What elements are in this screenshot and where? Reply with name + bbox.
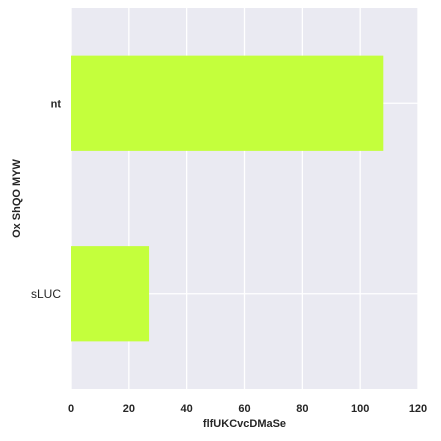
x-tick-label: 40 [181,403,193,415]
bar-sLUC [71,246,150,342]
bar-nt [71,55,384,151]
x-tick-label: 60 [238,403,250,415]
y-axis-label: Ox ShQO MYW [11,158,23,237]
x-axis-label: flfUKCvcDMaSe [203,418,286,430]
bars [71,55,384,342]
y-tick-label: nt [51,98,62,110]
x-tick-label: 0 [68,403,74,415]
y-tick-labels: nt sLUC [31,98,61,301]
x-tick-label: 80 [296,403,308,415]
x-tick-label: 120 [409,403,427,415]
x-tick-labels: 0 20 40 60 80 100 120 [68,403,427,415]
x-tick-label: 20 [123,403,135,415]
y-tick-label: sLUC [31,287,61,301]
x-tick-label: 100 [351,403,369,415]
